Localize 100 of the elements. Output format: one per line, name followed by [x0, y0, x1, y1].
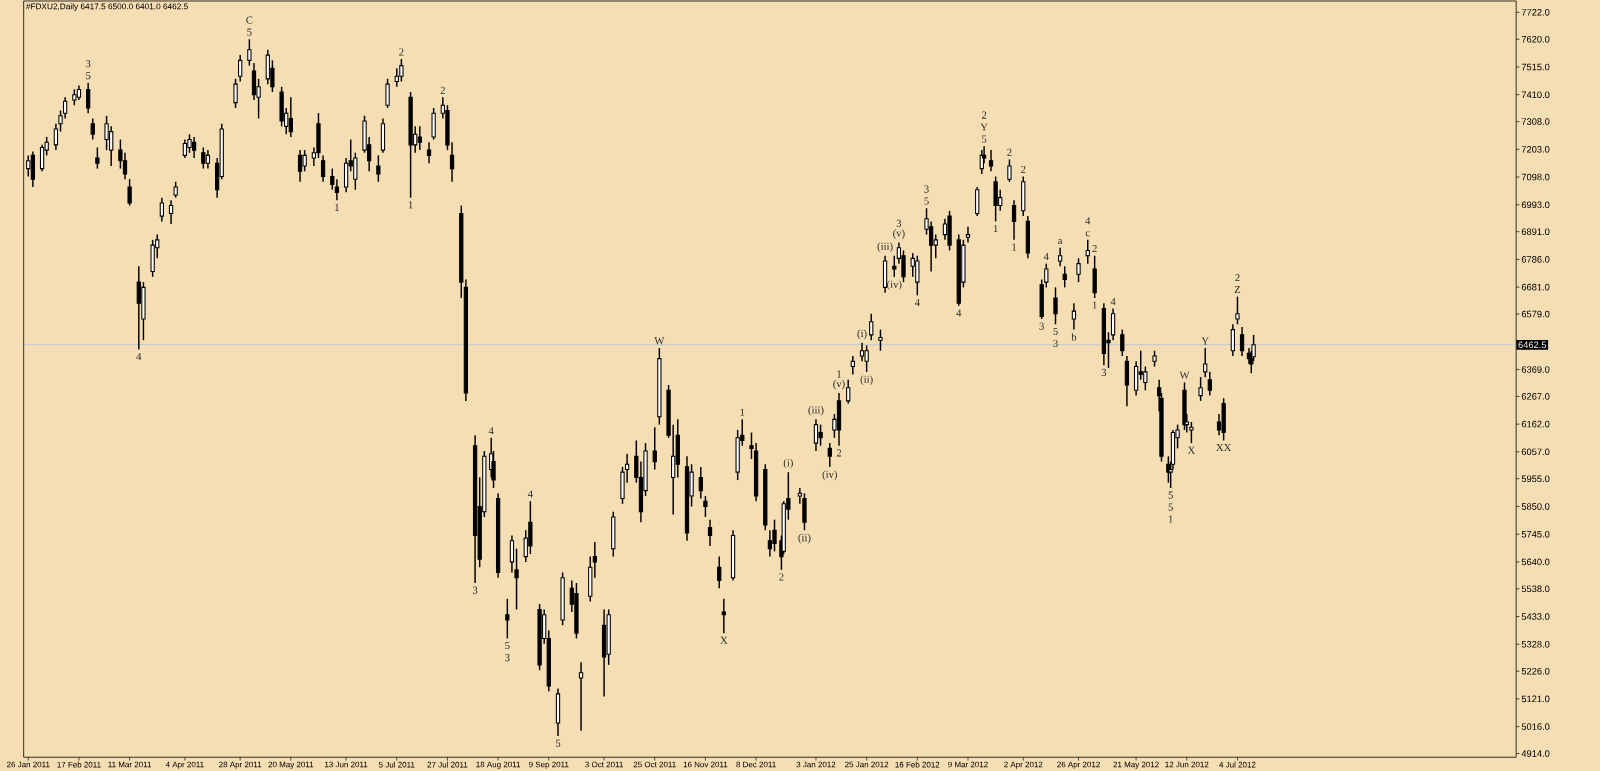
candlestick — [818, 423, 823, 447]
candlestick — [869, 312, 874, 341]
y-tick-label: 7722.0 — [1521, 8, 1550, 16]
annotation: 3 — [1039, 322, 1044, 330]
annotation: 2 — [779, 573, 784, 581]
annotation: 1 — [335, 203, 339, 211]
candlestick — [1235, 295, 1240, 325]
annotation: (iii) — [808, 406, 824, 416]
candlestick — [721, 598, 726, 634]
candlestick — [39, 144, 45, 172]
annotation: 5 — [1168, 503, 1173, 511]
annotation: 2 — [1235, 273, 1240, 281]
candlestick — [385, 78, 390, 109]
candlestick — [767, 529, 773, 558]
annotation: (ii) — [860, 375, 873, 386]
candlestick — [1198, 376, 1203, 402]
candlestick — [122, 151, 128, 180]
annotation: 5 — [555, 739, 561, 747]
annotation: (v) — [833, 379, 845, 390]
annotation: 4 — [956, 309, 962, 317]
candlestick — [86, 81, 91, 114]
annotation: 2 — [836, 449, 842, 457]
candlestick — [343, 157, 349, 193]
candlestick — [993, 175, 998, 223]
candlestick — [417, 125, 422, 151]
y-tick-label: 5121.0 — [1521, 695, 1550, 703]
chart-title: #FDXU2,Daily 6417.5 6500.0 6401.0 6462.5 — [25, 3, 188, 11]
candlestick — [505, 598, 510, 640]
y-tick-label: 5433.0 — [1521, 613, 1550, 620]
candlestick — [127, 178, 132, 207]
candlestick — [182, 138, 188, 159]
annotation: 1 — [1168, 515, 1173, 523]
annotation: (iv) — [822, 470, 837, 481]
candlestick — [802, 492, 807, 531]
candlestick — [864, 344, 869, 373]
annotation: 3 — [1053, 339, 1058, 347]
annotation: (iii) — [877, 242, 893, 253]
candlestick — [53, 122, 59, 151]
annotation: 2 — [1021, 165, 1026, 173]
candlestick — [1071, 302, 1077, 331]
candlestick — [1207, 371, 1212, 397]
candlestick — [251, 62, 257, 101]
y-tick-label: 7410.0 — [1521, 91, 1550, 98]
y-tick-label: 7203.0 — [1521, 145, 1550, 153]
y-tick-label: 5538.0 — [1521, 585, 1550, 593]
candlestick — [334, 178, 340, 201]
candlestick — [1007, 158, 1012, 183]
y-tick-label: 5745.0 — [1521, 530, 1550, 538]
annotation: 4 — [1043, 252, 1049, 260]
annotation: X — [1187, 446, 1196, 454]
annotation: 3 — [896, 219, 902, 227]
candlestick — [62, 96, 68, 120]
y-tick-label: 6579.0 — [1521, 310, 1550, 318]
candlestick — [205, 149, 211, 170]
annotation: 2 — [1007, 148, 1012, 156]
candlestick — [850, 355, 855, 376]
candlestick — [297, 149, 303, 183]
annotation: 4 — [914, 298, 920, 306]
annotation: 3 — [1101, 368, 1107, 376]
candlestick — [878, 328, 883, 352]
y-tick-label: 7098.0 — [1521, 173, 1550, 181]
y-tick-label: 6057.0 — [1521, 448, 1550, 456]
annotation: XX — [1216, 443, 1232, 451]
y-tick-label: 5328.0 — [1521, 640, 1550, 648]
y-tick-label: 5850.0 — [1521, 503, 1550, 510]
ref-line-label: 6462.5 — [1518, 341, 1547, 348]
y-tick-label: 6681.0 — [1521, 283, 1550, 291]
annotation: b — [1071, 333, 1077, 341]
annotation: 4 — [136, 352, 142, 360]
candlestick — [233, 78, 238, 109]
candlestick — [159, 196, 164, 223]
candlestick — [90, 117, 95, 141]
annotation: (i) — [857, 329, 867, 340]
annotation: 3 — [505, 653, 510, 662]
annotation: 1 — [993, 224, 998, 232]
y-tick-label: 7308.0 — [1521, 118, 1550, 125]
annotation: W — [654, 337, 665, 345]
annotation: 3 — [85, 60, 91, 68]
candlestick — [1133, 360, 1139, 397]
candlestick — [717, 555, 722, 589]
annotation: 5 — [247, 28, 252, 36]
annotation: (i) — [783, 458, 793, 469]
y-tick-label: 6993.0 — [1521, 201, 1550, 208]
candlestick — [26, 154, 31, 178]
candlestick — [191, 136, 197, 159]
candlestick — [30, 150, 36, 188]
annotation: 4 — [1085, 217, 1091, 225]
annotation: 1 — [740, 408, 745, 416]
candlestick — [238, 54, 243, 83]
annotation: X — [720, 636, 728, 644]
candlestick — [247, 38, 252, 67]
annotation: 1 — [1092, 301, 1097, 309]
candlestick — [1230, 323, 1235, 357]
annotation: a — [1058, 239, 1063, 245]
annotation: 1 — [1012, 243, 1017, 251]
y-tick-label: 6162.0 — [1521, 420, 1550, 428]
annotation: 5 — [1168, 491, 1173, 499]
annotation: 4 — [527, 490, 533, 498]
candlestick — [302, 149, 307, 172]
y-tick-label: 5226.0 — [1521, 667, 1550, 675]
